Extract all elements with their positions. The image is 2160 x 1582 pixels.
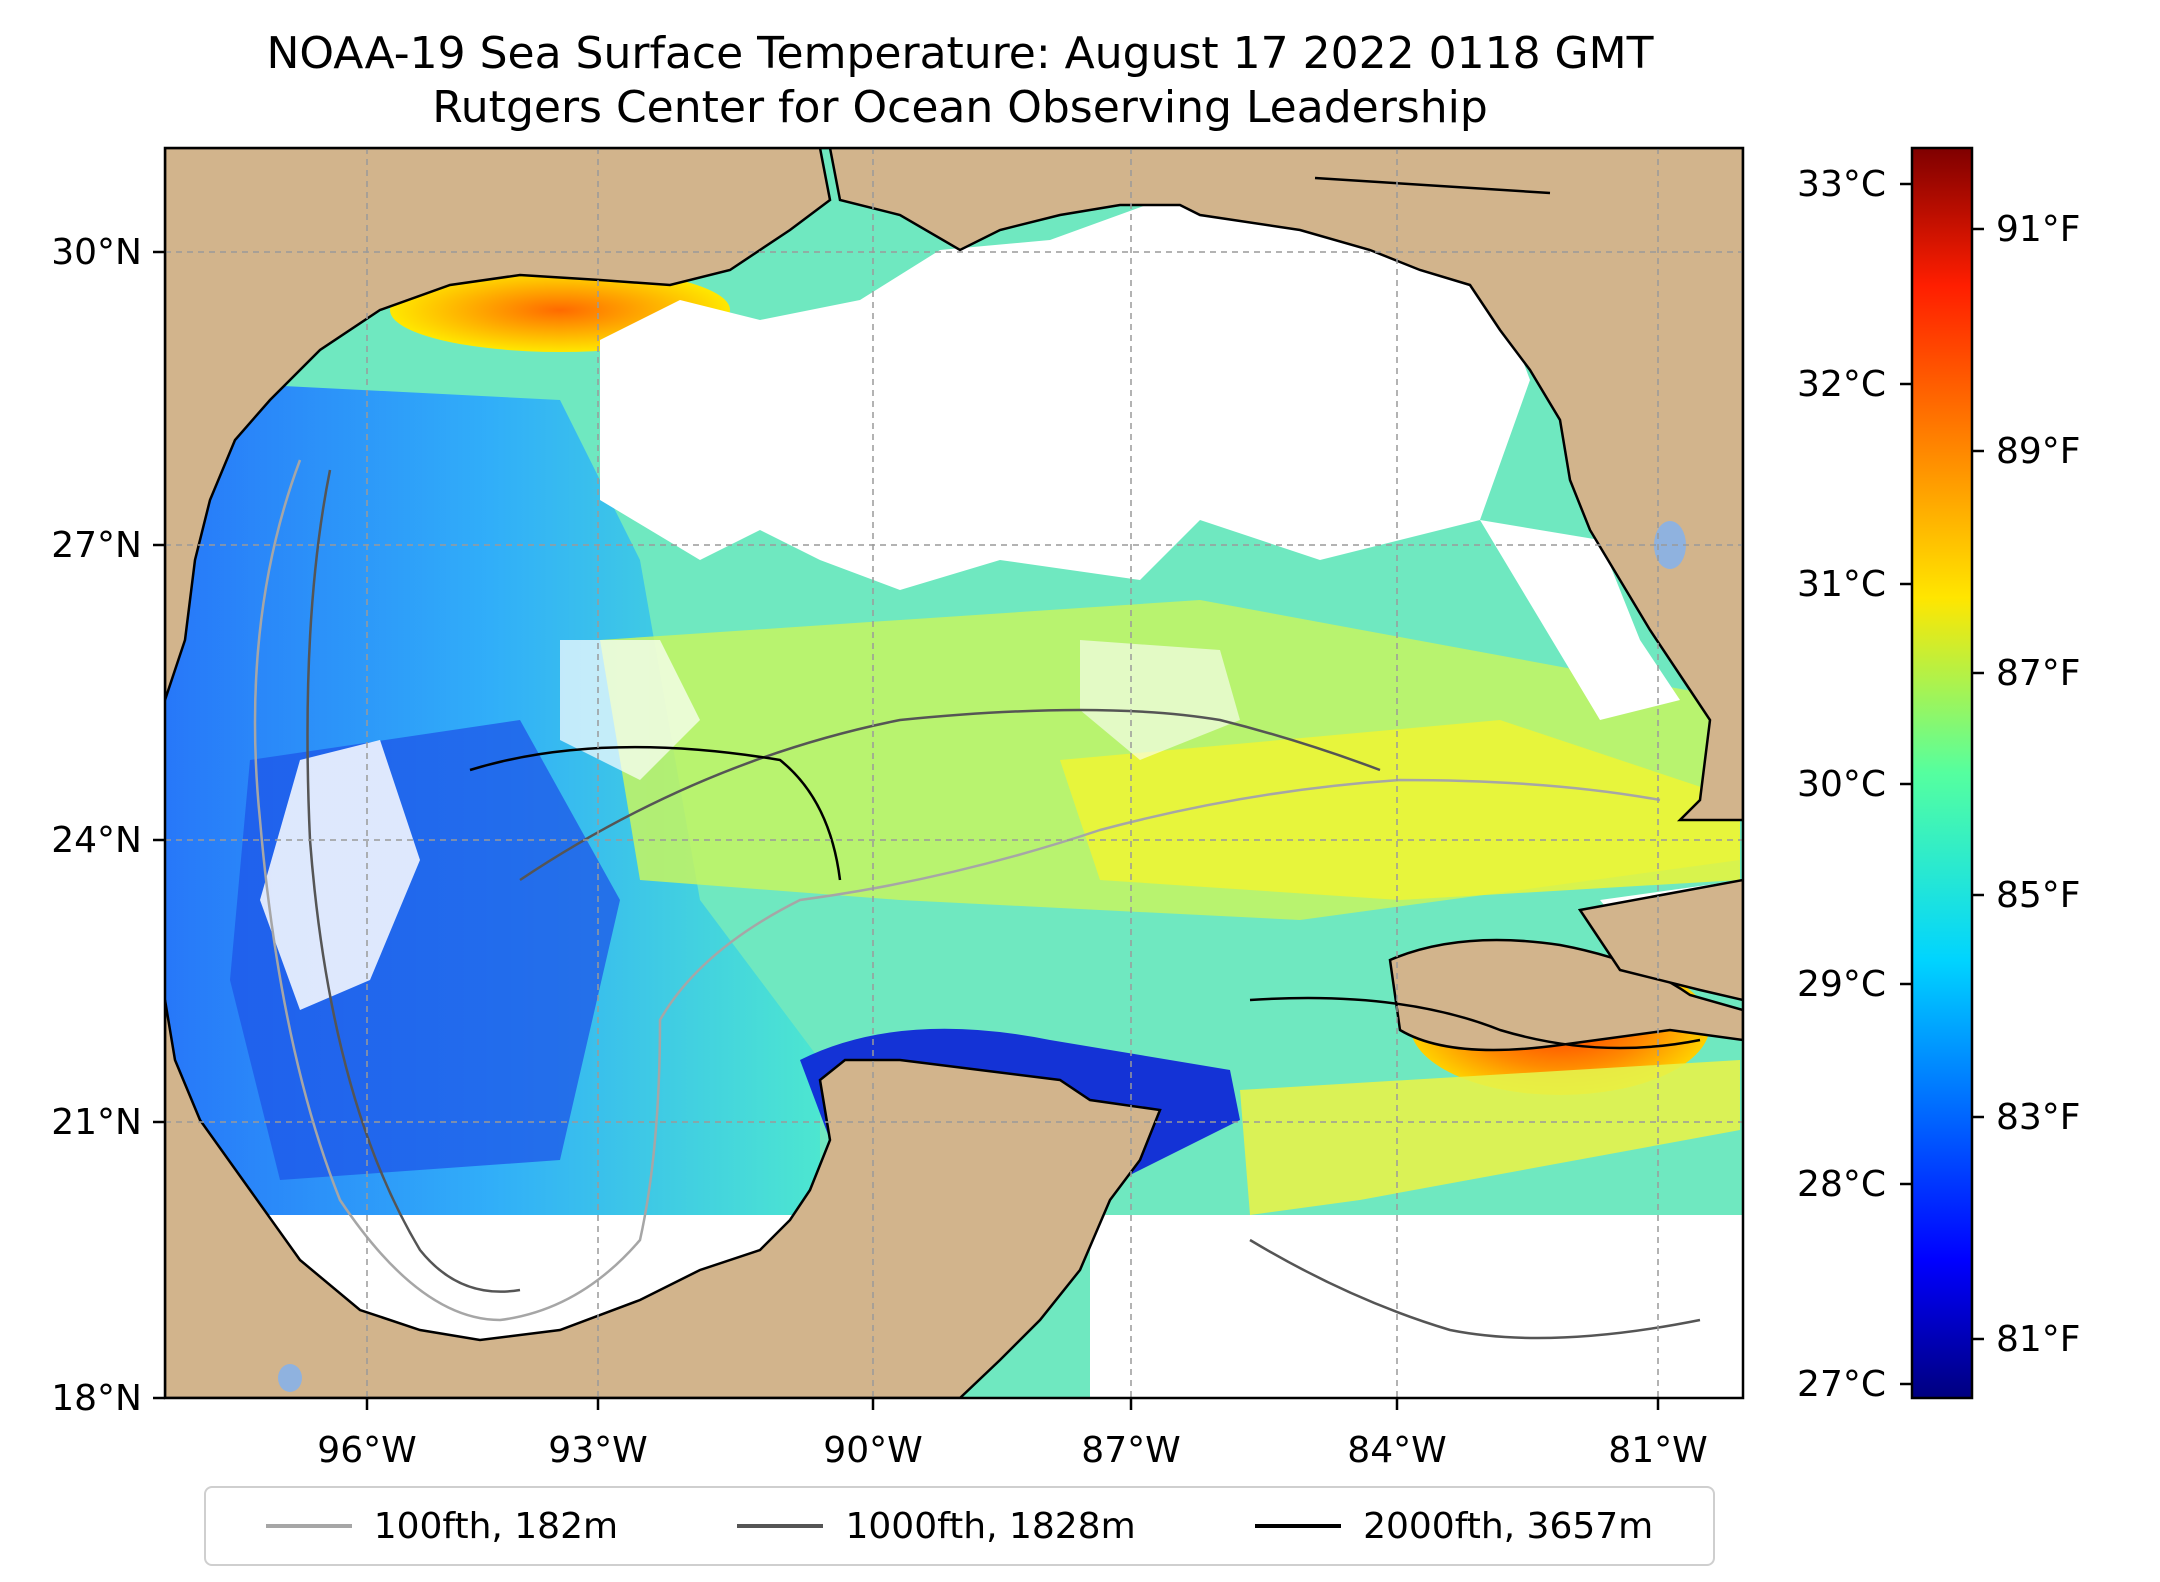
- fahrenheit-tick-label: 87°F: [1996, 653, 2081, 694]
- lon-tick-label: 96°W: [317, 1430, 416, 1471]
- fahrenheit-tick-label: 83°F: [1996, 1097, 2081, 1138]
- legend-label: 100fth, 182m: [373, 1505, 619, 1547]
- axis-ticks: [153, 250, 1660, 1410]
- celsius-tick-label: 32°C: [1797, 364, 1886, 405]
- lat-tick-label: 18°N: [51, 1378, 142, 1419]
- legend-line-light-gray: [265, 1524, 352, 1528]
- lon-tick-label: 81°W: [1608, 1430, 1707, 1471]
- celsius-tick-label: 28°C: [1797, 1164, 1886, 1205]
- lon-tick-label: 90°W: [823, 1430, 922, 1471]
- cloud-patch-east: [1080, 640, 1240, 760]
- gridlines: [165, 148, 1743, 1398]
- lon-tick-label: 93°W: [548, 1430, 647, 1471]
- land-mexico-yucatan: [165, 999, 1162, 1398]
- state-border: [1314, 176, 1551, 195]
- celsius-tick-label: 33°C: [1797, 164, 1886, 205]
- celsius-tick-label: 30°C: [1797, 764, 1886, 805]
- map-subtitle: Rutgers Center for Ocean Observing Leade…: [432, 82, 1488, 133]
- lat-tick-label: 21°N: [51, 1102, 142, 1143]
- contour-1000fth: [306, 469, 1381, 1293]
- lon-tick-label: 84°W: [1347, 1430, 1446, 1471]
- fahrenheit-tick-label: 85°F: [1996, 875, 2081, 916]
- lat-tick-label: 30°N: [51, 232, 142, 273]
- map-frame: [163, 146, 1745, 1400]
- cloud-patch-west: [260, 740, 420, 1010]
- lake-mexico: [278, 1364, 302, 1392]
- legend-item-1000fth: 1000fth, 1828m: [737, 1505, 1136, 1547]
- contour-caribbean: [1249, 1238, 1701, 1340]
- map-title: NOAA-19 Sea Surface Temperature: August …: [266, 28, 1654, 79]
- lon-tick-label: 87°W: [1081, 1430, 1180, 1471]
- lat-tick-label: 24°N: [51, 820, 142, 861]
- contour-100fth: [253, 459, 1661, 1322]
- legend-label: 2000fth, 3657m: [1363, 1505, 1654, 1547]
- legend-line-dark-gray: [737, 1524, 824, 1528]
- lake-okeechobee: [1654, 521, 1686, 569]
- celsius-ticks: [1900, 182, 1912, 1386]
- celsius-tick-label: 27°C: [1797, 1364, 1886, 1405]
- cloud-mask-florida-west: [1480, 520, 1680, 720]
- land-cuba-east: [1577, 878, 1743, 1002]
- legend-item-100fth: 100fth, 182m: [265, 1505, 619, 1547]
- legend-item-2000fth: 2000fth, 3657m: [1255, 1506, 1653, 1547]
- celsius-tick-label: 31°C: [1797, 564, 1886, 605]
- sst-loop-current: [1060, 720, 1740, 900]
- no-data-south-east: [1090, 1215, 1743, 1398]
- legend-label: 1000fth, 1828m: [845, 1505, 1136, 1547]
- map-panel: [165, 148, 1743, 1398]
- contour-legend: 100fth, 182m 1000fth, 1828m 2000fth, 365…: [204, 1486, 1715, 1566]
- fahrenheit-tick-label: 89°F: [1996, 431, 2081, 472]
- legend-line-black: [1255, 1524, 1342, 1528]
- cloud-mask-north: [600, 200, 1530, 590]
- fahrenheit-ticks: [1972, 227, 1984, 1341]
- land-us-southeast: [165, 148, 1743, 822]
- contour-2000fth: [469, 745, 1701, 1050]
- colorbar: [1910, 146, 1974, 1400]
- fahrenheit-tick-label: 91°F: [1996, 209, 2081, 250]
- celsius-tick-label: 29°C: [1797, 964, 1886, 1005]
- fahrenheit-tick-label: 81°F: [1996, 1319, 2081, 1360]
- land-texas-louisiana: [165, 148, 832, 701]
- sst-caribbean-south: [1240, 1060, 1740, 1215]
- cloud-patch-central: [560, 640, 700, 780]
- lat-tick-label: 27°N: [51, 525, 142, 566]
